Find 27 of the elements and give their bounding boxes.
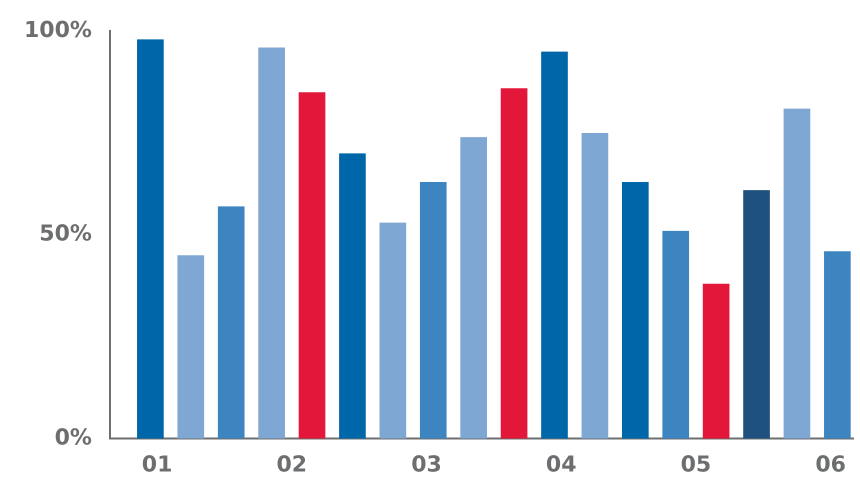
bar (258, 47, 285, 439)
bar (380, 222, 406, 439)
x-tick-label: 05 (680, 452, 712, 478)
bar (743, 190, 770, 439)
y-tick-label: 100% (24, 18, 92, 43)
x-tick-label: 03 (411, 452, 442, 478)
bar (500, 88, 528, 439)
bar (460, 137, 487, 439)
bar (702, 284, 730, 439)
y-tick-label: 50% (39, 222, 92, 247)
bar (582, 133, 608, 439)
bar (177, 255, 204, 439)
bar (784, 108, 810, 439)
bar (420, 182, 447, 439)
x-tick-label: 06 (815, 452, 846, 478)
bar (824, 251, 851, 439)
x-tick-label: 01 (142, 452, 172, 478)
x-tick-label: 04 (546, 452, 577, 478)
bar (541, 52, 568, 439)
bar (137, 39, 164, 439)
bar (298, 92, 326, 439)
bar (622, 182, 649, 439)
bar (662, 230, 690, 439)
bar (218, 206, 245, 439)
x-tick-label: 02 (276, 452, 308, 478)
bar (339, 153, 366, 439)
y-tick-label: 0% (54, 425, 92, 450)
